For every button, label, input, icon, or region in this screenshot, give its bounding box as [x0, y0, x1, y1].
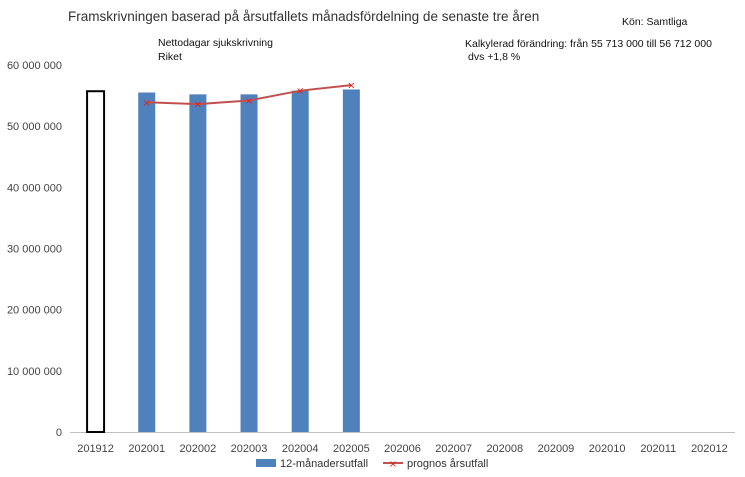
legend-label-line: prognos årsutfall	[407, 458, 488, 470]
x-tick-label: 202012	[691, 443, 728, 455]
x-tick-label: 201912	[77, 443, 114, 455]
bar-202004	[291, 90, 309, 432]
prognosis-marker-202003: ×	[245, 96, 253, 107]
x-tick-label: 202005	[333, 443, 370, 455]
prognosis-marker-202005: ×	[347, 81, 355, 92]
x-tick-label: 202003	[231, 443, 268, 455]
chart-title: Framskrivningen baserad på årsutfallets …	[68, 9, 540, 24]
legend-swatch-marker: ×	[389, 459, 397, 470]
x-axis-tick-labels: 201912 202001 202002 202003 202004 202005 2020…	[77, 443, 728, 455]
y-tick-label: 60 000 000	[7, 60, 62, 72]
y-axis-tick-labels: 0 10 000 000 20 000 000 30 000 000 40 000 00…	[7, 60, 62, 439]
y-tick-label: 10 000 000	[7, 366, 62, 378]
y-tick-label: 20 000 000	[7, 305, 62, 317]
bar-baseline-201912	[86, 90, 106, 434]
x-tick-label: 202009	[538, 443, 575, 455]
prognosis-marker-202002: ×	[194, 100, 202, 111]
bar-series	[86, 89, 360, 434]
x-tick-label: 202011	[640, 443, 676, 455]
region-label: Riket	[158, 51, 182, 63]
prognosis-marker-202004: ×	[296, 86, 304, 97]
bar-202003	[240, 94, 258, 433]
calculated-change-label: Kalkylerad förändring: från 55 713 000 t…	[465, 38, 712, 50]
legend: 12-månadersutfall × prognos årsutfall	[256, 458, 488, 470]
y-tick-label: 40 000 000	[7, 182, 62, 194]
bar-202002	[189, 94, 207, 433]
legend-label-bar: 12-månadersutfall	[280, 458, 368, 470]
line-series: × × × × ×	[143, 81, 356, 111]
legend-swatch-bar	[256, 459, 276, 467]
change-percent-label: dvs +1,8 %	[468, 51, 521, 63]
y-tick-label: 30 000 000	[7, 244, 62, 256]
gender-label: Kön: Samtliga	[622, 16, 688, 28]
measure-label: Nettodagar sjukskrivning	[158, 37, 273, 49]
x-tick-label: 202006	[384, 443, 421, 455]
x-tick-label: 202002	[180, 443, 217, 455]
x-tick-label: 202004	[282, 443, 319, 455]
y-tick-label: 0	[56, 427, 62, 439]
prognosis-marker-202001: ×	[143, 98, 151, 109]
x-tick-label: 202008	[486, 443, 523, 455]
x-tick-label: 202007	[435, 443, 472, 455]
x-tick-label: 202010	[589, 443, 626, 455]
bar-202005	[342, 89, 360, 432]
prognosis-line	[146, 84, 352, 106]
bar-202001	[138, 92, 156, 433]
x-tick-label: 202001	[128, 443, 165, 455]
y-tick-label: 50 000 000	[7, 121, 62, 133]
